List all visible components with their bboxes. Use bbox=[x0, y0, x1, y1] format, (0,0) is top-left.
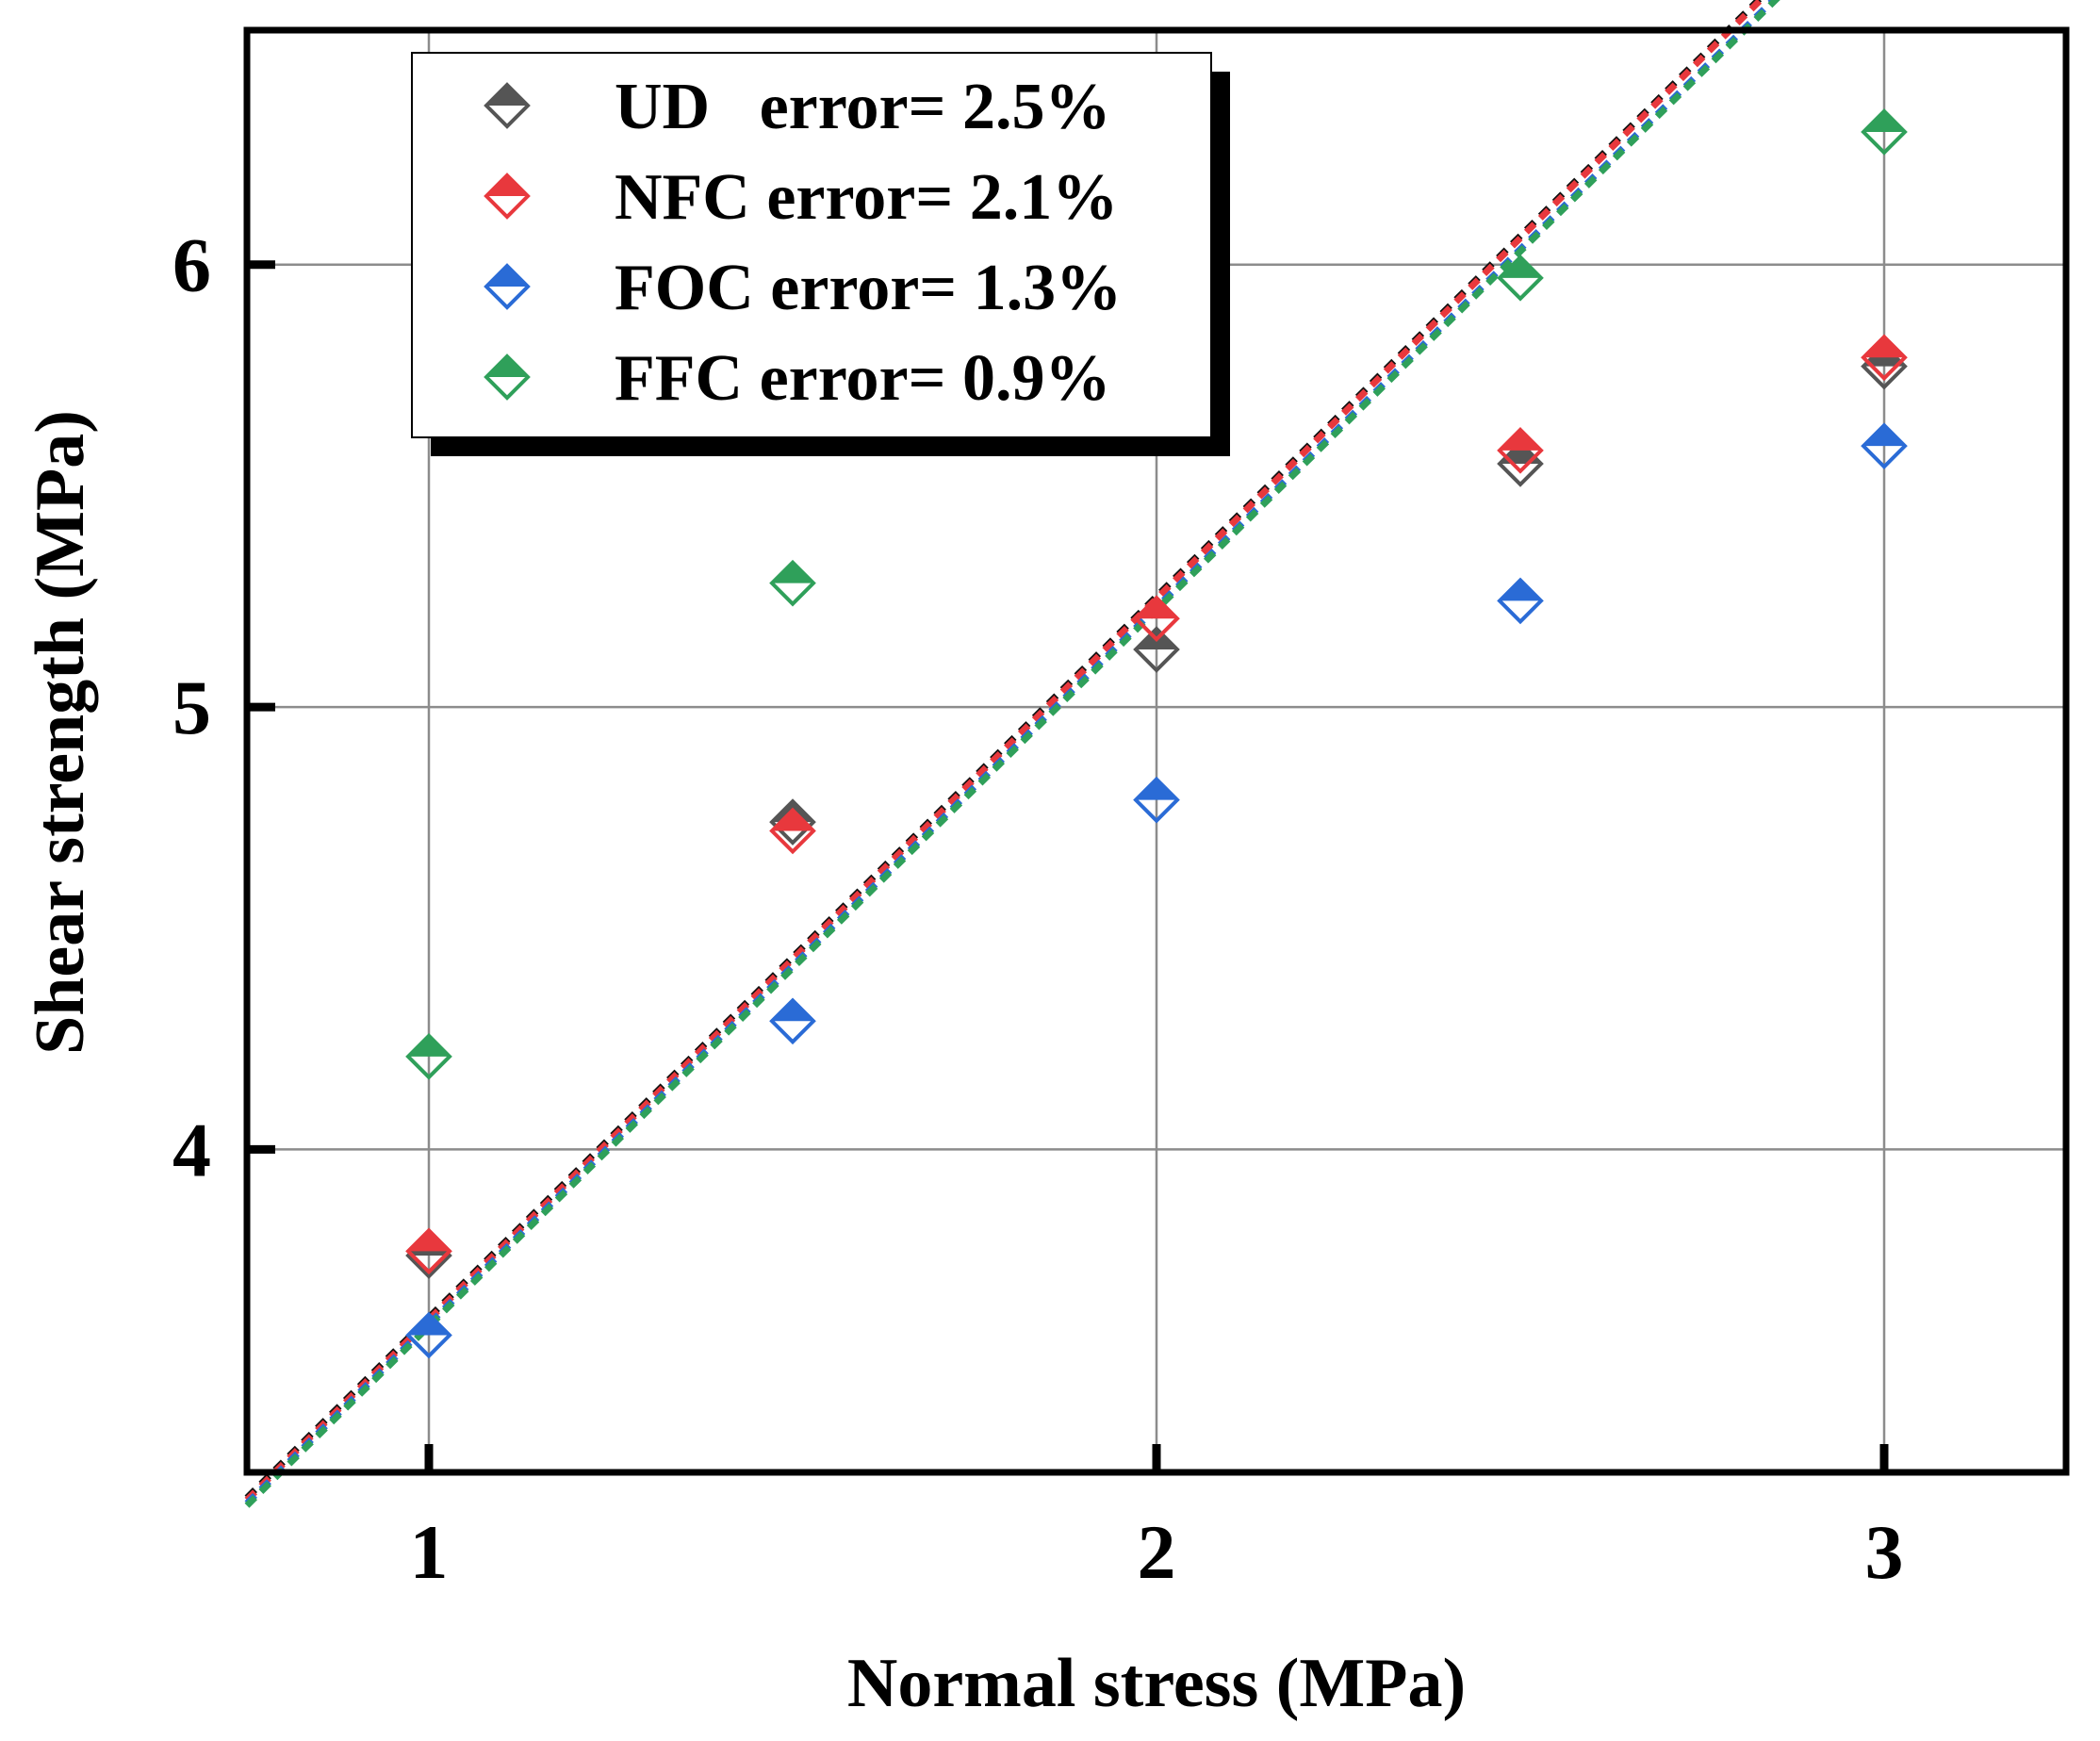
point-foc bbox=[769, 997, 816, 1045]
legend-marker-nfc bbox=[484, 172, 531, 220]
point-ffc bbox=[769, 559, 816, 607]
point-ffc bbox=[1497, 254, 1544, 302]
point-foc bbox=[405, 1311, 452, 1359]
point-nfc bbox=[405, 1227, 452, 1275]
legend-box bbox=[411, 52, 1212, 438]
y-tick-label: 6 bbox=[172, 222, 211, 308]
x-axis-title: Normal stress (MPa) bbox=[847, 1645, 1466, 1722]
fit-line-ud bbox=[244, 0, 1764, 1501]
point-ffc bbox=[1861, 108, 1908, 156]
point-ffc bbox=[405, 1033, 452, 1080]
y-tick-label: 5 bbox=[172, 665, 211, 750]
point-nfc bbox=[1133, 595, 1180, 643]
legend-marker-ud bbox=[484, 82, 531, 129]
legend-label-ffc: FFC error= 0.9% bbox=[615, 342, 1110, 415]
point-foc bbox=[1497, 577, 1544, 625]
legend-label-ud: UD error= 2.5% bbox=[615, 71, 1111, 143]
legend: UD error= 2.5% NFC error= 2.1% FOC error= … bbox=[411, 52, 1230, 456]
y-axis-title: Shear strength (MPa) bbox=[22, 410, 99, 1055]
x-tick-label: 1 bbox=[410, 1509, 449, 1595]
legend-marker-ffc bbox=[484, 353, 531, 401]
legend-marker-foc bbox=[484, 263, 531, 310]
point-foc bbox=[1133, 776, 1180, 824]
y-tick-label: 4 bbox=[172, 1107, 211, 1192]
fit-line-nfc bbox=[244, 0, 1765, 1503]
data-points bbox=[405, 108, 1908, 1359]
point-nfc bbox=[1861, 334, 1908, 382]
x-tick-label: 2 bbox=[1138, 1509, 1176, 1595]
point-nfc bbox=[769, 807, 816, 855]
axis-ticks bbox=[247, 260, 1889, 1472]
point-nfc bbox=[1497, 427, 1544, 474]
point-foc bbox=[1861, 422, 1908, 469]
legend-label-foc: FOC error= 1.3% bbox=[615, 252, 1122, 324]
tick-labels: 1 2 3 4 5 6 bbox=[172, 222, 1904, 1595]
x-tick-label: 3 bbox=[1865, 1509, 1904, 1595]
legend-label-nfc: NFC error= 2.1% bbox=[615, 161, 1118, 234]
